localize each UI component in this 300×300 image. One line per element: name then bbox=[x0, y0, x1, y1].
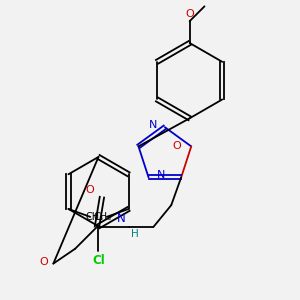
Text: N: N bbox=[117, 212, 126, 225]
Text: O: O bbox=[40, 256, 48, 267]
Text: Cl: Cl bbox=[92, 254, 105, 267]
Text: CH₃: CH₃ bbox=[85, 212, 104, 222]
Text: N: N bbox=[157, 170, 165, 180]
Text: H: H bbox=[130, 229, 138, 239]
Text: CH₃: CH₃ bbox=[93, 212, 111, 222]
Text: O: O bbox=[85, 185, 94, 195]
Text: N: N bbox=[148, 120, 157, 130]
Text: O: O bbox=[185, 9, 194, 19]
Text: O: O bbox=[172, 141, 181, 152]
